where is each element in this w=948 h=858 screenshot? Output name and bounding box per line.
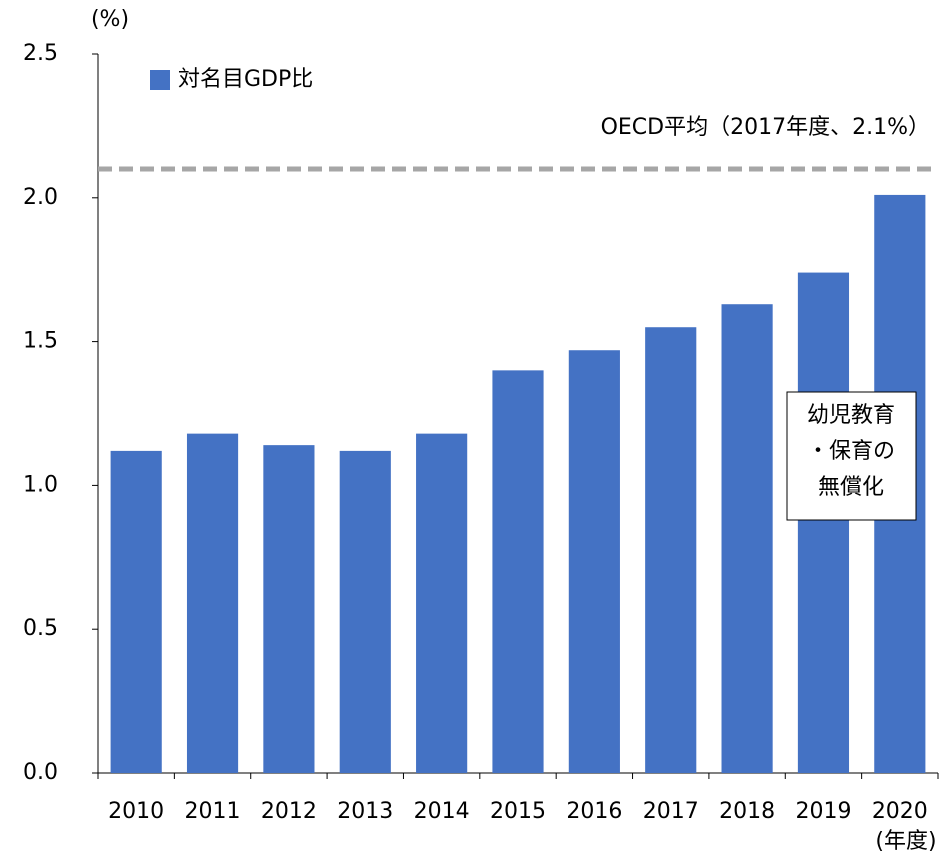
x-tick-label: 2018 — [719, 799, 775, 824]
x-tick-label: 2019 — [795, 799, 851, 824]
y-unit-label: (%) — [91, 7, 129, 32]
x-tick-label: 2020 — [872, 799, 928, 824]
x-tick-label: 2011 — [185, 799, 241, 824]
legend-label: 対名目GDP比 — [178, 67, 313, 92]
x-tick-label: 2016 — [566, 799, 622, 824]
y-tick-label: 1.0 — [23, 472, 58, 497]
reference-label: OECD平均（2017年度、2.1%） — [601, 115, 930, 140]
x-tick-label: 2010 — [108, 799, 164, 824]
y-tick-label: 0.0 — [23, 760, 58, 785]
bar — [263, 445, 315, 773]
y-tick-label: 2.0 — [23, 185, 58, 210]
bar — [186, 433, 239, 773]
annotation-text: 幼児教育 — [807, 403, 895, 428]
legend-swatch — [150, 70, 170, 90]
bar — [568, 350, 620, 773]
x-tick-label: 2012 — [261, 799, 317, 824]
y-tick-label: 0.5 — [23, 616, 58, 641]
y-tick-label: 1.5 — [23, 329, 58, 354]
x-tick-label: 2017 — [643, 799, 699, 824]
x-tick-label: 2015 — [490, 799, 546, 824]
x-tick-label: 2014 — [414, 799, 470, 824]
bar — [416, 433, 468, 773]
bar — [110, 450, 162, 773]
annotation-box — [786, 391, 917, 521]
bar — [645, 327, 697, 773]
y-tick-label: 2.5 — [23, 41, 58, 66]
bar — [721, 304, 773, 773]
x-axis-label: (年度) — [875, 829, 936, 854]
annotation-text: 無償化 — [818, 475, 884, 500]
bar — [797, 272, 850, 773]
bar — [492, 370, 544, 773]
x-tick-label: 2013 — [337, 799, 393, 824]
annotation-text: ・保育の — [807, 439, 895, 464]
bar — [339, 450, 391, 773]
